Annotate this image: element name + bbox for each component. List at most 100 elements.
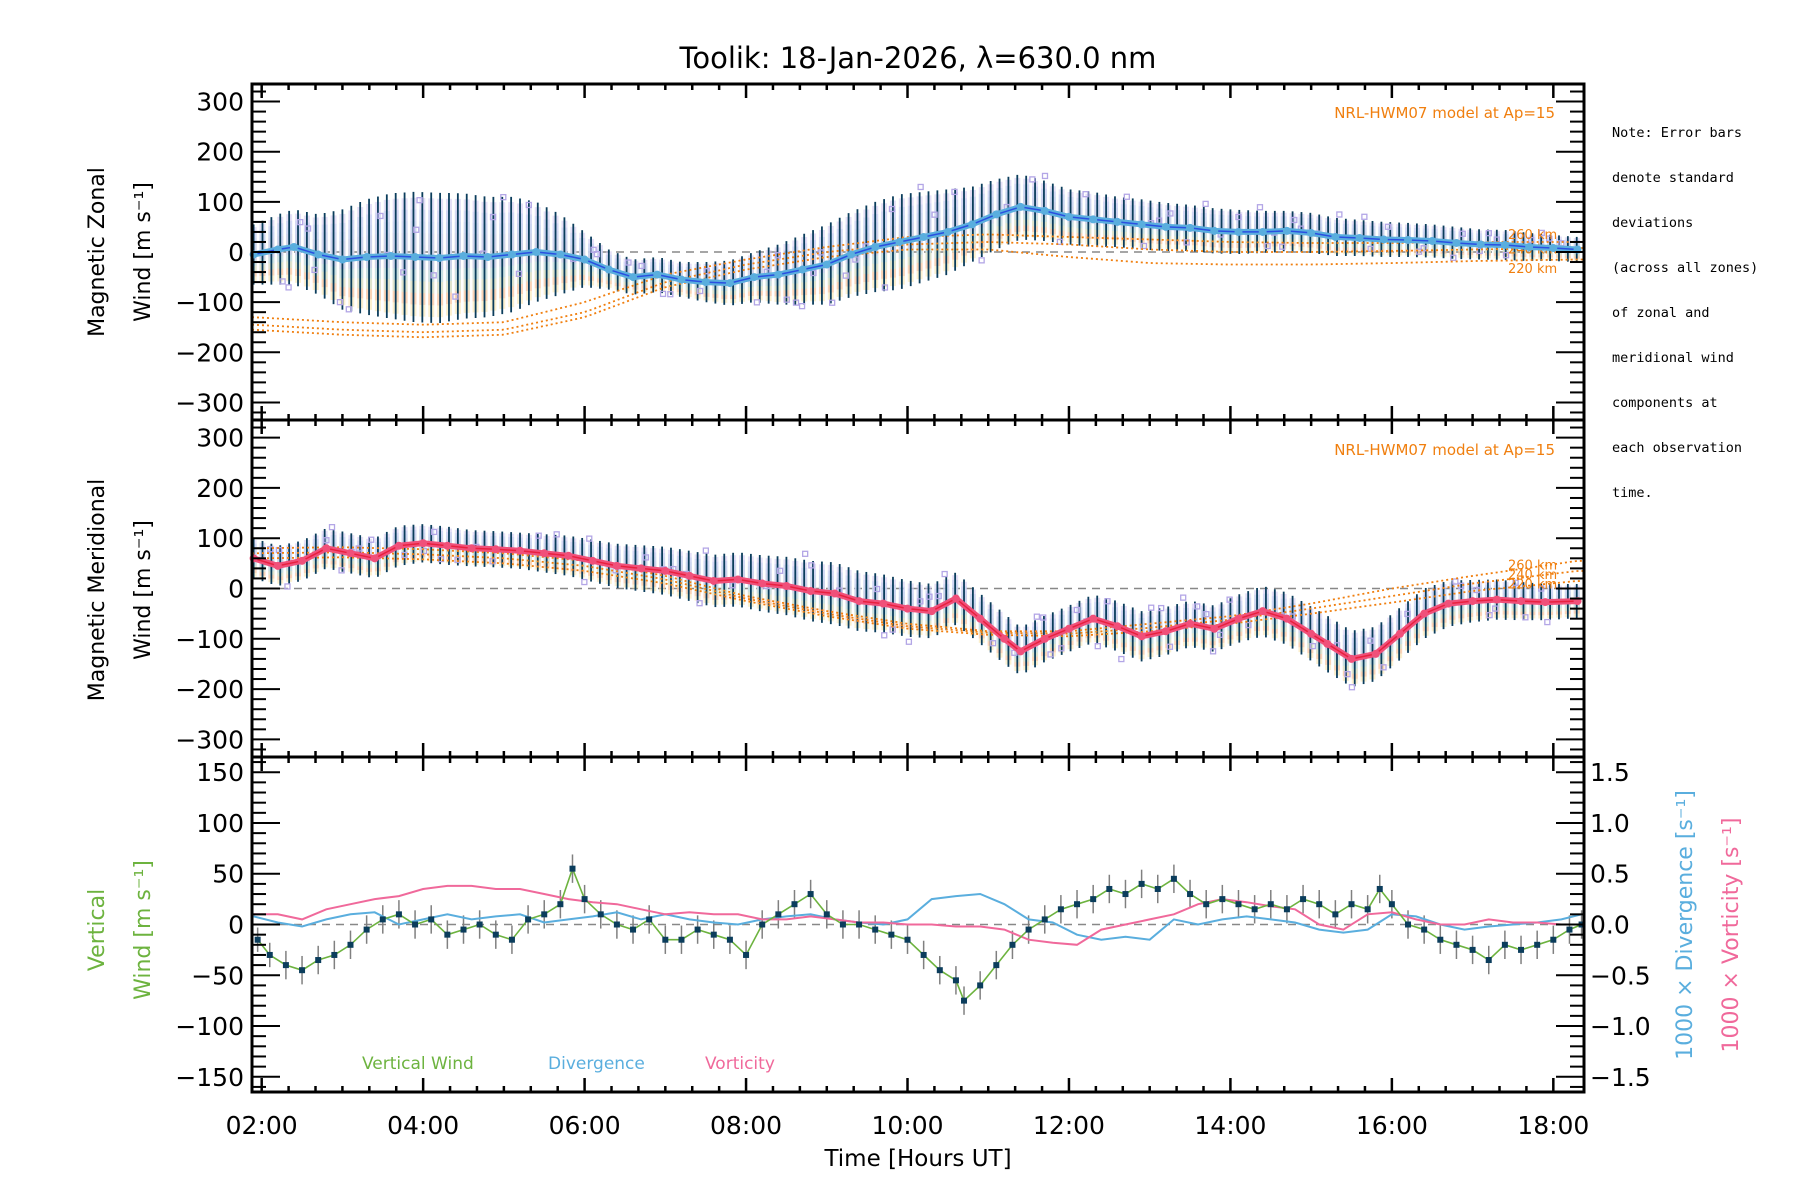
vorticity-line [253, 884, 1582, 946]
mean-point [653, 270, 662, 279]
zone-sample-marker [1544, 618, 1551, 626]
note-line: denote standard [1612, 170, 1734, 186]
mean-line-core [253, 206, 1578, 284]
vertical-wind-point [1235, 901, 1242, 908]
mean-point [895, 237, 904, 246]
x-tick-label: 16:00 [1356, 1111, 1428, 1140]
mean-point [855, 597, 864, 606]
zone-sample-marker [1058, 645, 1065, 652]
zone-sample-marker [1522, 614, 1529, 621]
mean-point [1549, 243, 1558, 252]
y-tick-label: 150 [196, 758, 244, 787]
mean-point [1444, 599, 1453, 608]
zone-sample-marker [1056, 238, 1064, 246]
meridional-ylabel-line2: Wind [m s⁻¹] [131, 520, 156, 660]
vertical-wind-point [254, 936, 261, 943]
mean-point [1282, 226, 1291, 235]
y-tick-label: −100 [175, 625, 244, 654]
y-tick-label: −300 [175, 725, 244, 754]
mean-point [604, 265, 613, 274]
vertical-wind-point [428, 916, 435, 923]
zone-sample-marker [935, 592, 942, 600]
y-tick-label: −300 [175, 388, 244, 417]
vertical-wind-point [282, 962, 289, 969]
zone-sample-marker [525, 201, 532, 209]
vertical-wind-point [1485, 957, 1492, 964]
mean-point [322, 544, 331, 553]
zone-sample-marker [1336, 211, 1343, 218]
vertical-wind-point [597, 911, 604, 918]
model-altitude-label: 260 km [1508, 228, 1557, 243]
zone-sample-marker [808, 562, 815, 569]
mean-point [1113, 217, 1122, 226]
mean-point [1161, 222, 1170, 231]
vertical-wind-point [476, 921, 483, 928]
vertical-wind-point [1566, 926, 1573, 933]
vertical-wind-point [807, 891, 814, 898]
zone-sample-marker [1476, 247, 1483, 255]
zone-sample-marker [638, 262, 645, 270]
zone-sample-marker [368, 536, 375, 543]
mean-point [459, 252, 468, 261]
zone-sample-marker [1279, 243, 1286, 250]
mean-point [1307, 629, 1316, 638]
mean-point [968, 220, 977, 229]
mean-point [806, 587, 815, 596]
zone-sample-marker [625, 259, 632, 266]
mean-point [483, 253, 492, 262]
zone-sample-marker [553, 531, 560, 538]
mean-point [1452, 238, 1461, 247]
zone-sample-marker [873, 585, 881, 593]
mean-point [637, 564, 646, 573]
zone-sample-marker [1203, 610, 1210, 618]
zone-sample-marker [642, 554, 650, 561]
mean-point [1040, 634, 1049, 643]
model-altitude-label: 260 km [1508, 558, 1557, 573]
vertical-wind-point [710, 931, 717, 938]
mean-point [1016, 202, 1025, 211]
vertical-wind-point [525, 916, 532, 923]
zone-sample-marker [1502, 251, 1510, 259]
zone-sample-marker [1452, 578, 1459, 585]
mean-point [725, 279, 734, 288]
model-curve-220km [251, 556, 1585, 638]
vertical-wind-point [395, 911, 402, 918]
mean-point [846, 250, 855, 259]
zone-sample-marker [926, 593, 933, 600]
vertical-wind-point [1187, 891, 1194, 898]
y-tick-label: −100 [175, 288, 244, 317]
vertical-wind-point [1170, 875, 1177, 882]
zone-sample-marker [802, 550, 809, 557]
x-tick-label: 14:00 [1194, 1111, 1266, 1140]
zone-sample-marker [284, 583, 291, 590]
vertical-wind-point [1041, 916, 1048, 923]
figure-title: Toolik: 18-Jan-2026, λ=630.0 nm [679, 41, 1157, 75]
y-tick-label: 100 [196, 524, 244, 553]
zone-sample-marker [1235, 213, 1242, 221]
y2-tick-label: −0.5 [1590, 961, 1651, 990]
mean-point [822, 260, 831, 269]
zone-sample-marker [400, 269, 407, 276]
model-curve-240km [251, 241, 1584, 334]
mean-point [1234, 227, 1243, 236]
mean-point [1161, 627, 1170, 636]
vertical-panel: −150 −100 −50 0 50 100 150 −1.5 −1.0 −0.5 0.0 0.5 1.… [175, 755, 1651, 1140]
legend-divergence: Divergence [548, 1054, 645, 1074]
y-tick-label: 0 [228, 238, 244, 267]
vertical-wind-point [694, 926, 701, 933]
zone-sample-marker [696, 600, 703, 607]
zone-sample-marker [978, 257, 985, 264]
mean-point [298, 556, 307, 565]
zone-sample-marker [1094, 642, 1101, 650]
zone-sample-marker [951, 188, 958, 196]
vertical-wind-point [315, 957, 322, 964]
vertical-wind-point [1534, 941, 1541, 948]
mean-point [411, 253, 420, 262]
zone-sample-marker [1309, 642, 1316, 650]
note-line: Note: Error bars [1612, 125, 1743, 141]
zone-sample-marker [842, 272, 849, 279]
y2-tick-label: −1.0 [1590, 1012, 1651, 1041]
mean-point [1395, 629, 1404, 638]
mean-point [798, 265, 807, 274]
vertical-wind-point [662, 936, 669, 943]
